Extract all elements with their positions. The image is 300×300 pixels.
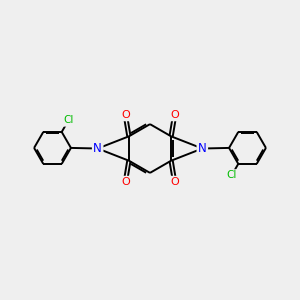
Text: O: O <box>121 110 130 120</box>
Text: Cl: Cl <box>63 116 74 125</box>
Text: O: O <box>170 177 179 187</box>
Text: Cl: Cl <box>226 170 237 181</box>
Text: N: N <box>198 142 207 155</box>
Text: O: O <box>121 177 130 187</box>
Text: N: N <box>93 142 102 155</box>
Text: O: O <box>170 110 179 120</box>
